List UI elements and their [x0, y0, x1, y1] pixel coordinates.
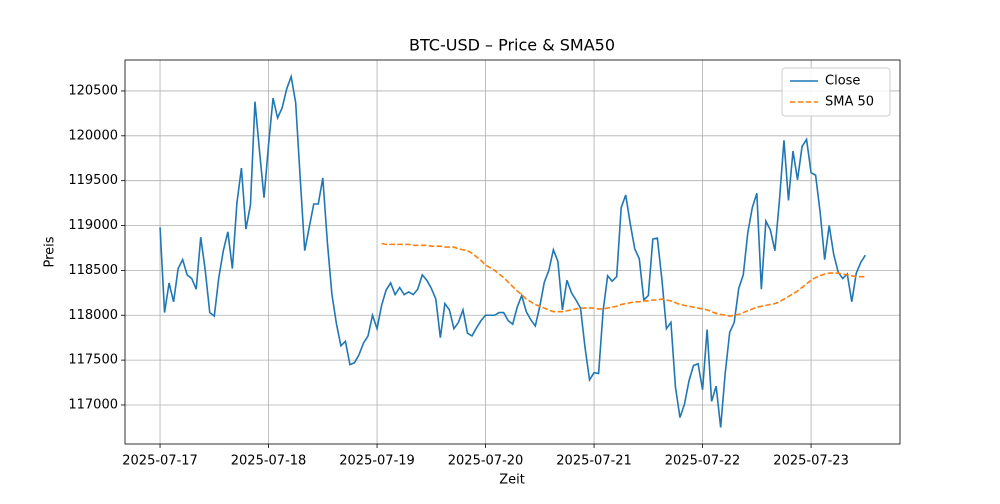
series-line	[381, 242, 866, 317]
x-tick-label: 2025-07-23	[773, 454, 849, 469]
y-tick-label: 118500	[68, 263, 118, 278]
series-line	[159, 73, 867, 428]
y-tick-label: 119500	[68, 173, 118, 188]
y-tick-label: 117000	[68, 397, 118, 412]
x-tick-label: 2025-07-18	[231, 454, 307, 469]
y-axis-label: Preis	[43, 236, 58, 267]
x-axis-label: Zeit	[499, 473, 525, 488]
y-tick-label: 118000	[68, 308, 118, 323]
chart-title: BTC-USD – Price & SMA50	[409, 36, 615, 55]
y-tick-label: 120500	[68, 83, 118, 98]
legend-label: SMA 50	[825, 95, 874, 110]
legend-label: Close	[825, 74, 860, 89]
legend-box	[781, 67, 891, 117]
x-tick-label: 2025-07-19	[339, 454, 415, 469]
y-tick-label: 117500	[68, 353, 118, 368]
x-tick-label: 2025-07-21	[556, 454, 632, 469]
x-tick-label: 2025-07-22	[665, 454, 741, 469]
x-tick-label: 2025-07-17	[122, 454, 198, 469]
y-tick-label: 119000	[68, 218, 118, 233]
y-tick-label: 120000	[68, 128, 118, 143]
plot-frame	[124, 59, 901, 445]
x-tick-label: 2025-07-20	[448, 454, 524, 469]
